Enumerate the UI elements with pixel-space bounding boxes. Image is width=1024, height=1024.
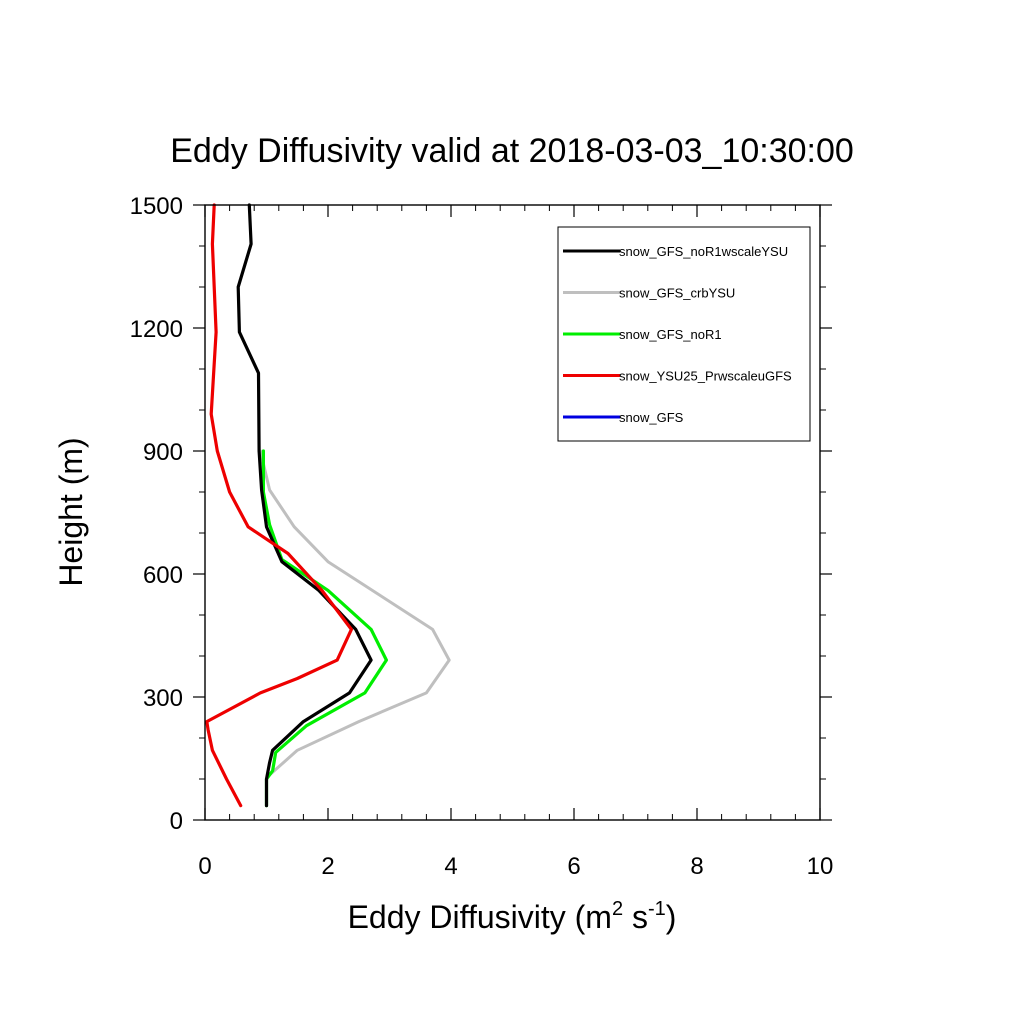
x-tick-label: 8 (690, 853, 703, 880)
chart-title: Eddy Diffusivity valid at 2018-03-03_10:… (170, 132, 854, 170)
x-tick-label: 2 (321, 853, 334, 880)
x-axis-label: Eddy Diffusivity (m2 s-1) (348, 898, 677, 935)
y-tick-label: 300 (143, 685, 183, 712)
x-axis-label-sup1: 2 (612, 898, 623, 920)
legend: snow_GFS_noR1wscaleYSU snow_GFS_crbYSUsno… (557, 226, 811, 442)
x-tick-label: 10 (807, 853, 834, 880)
series-line-snow_GFS_crbYSU (258, 449, 451, 781)
y-tick-label: 1500 (130, 193, 183, 220)
legend-label-snow_GFS_noR1wscaleYSU: snow_GFS_noR1wscaleYSU (619, 244, 788, 259)
legend-label-snow_YSU25_PrwscaleuGFS: snow_YSU25_PrwscaleuGFS (619, 369, 792, 384)
x-tick-label: 4 (444, 853, 457, 880)
series-line-snow_YSU25_PrwscaleuGFS (205, 203, 353, 808)
x-axis-label-mid: s (623, 899, 648, 935)
x-axis-label-end: ) (666, 899, 677, 935)
y-tick-label: 1200 (130, 316, 183, 343)
plot-frame (204, 204, 821, 821)
x-tick-label: 0 (198, 853, 211, 880)
y-tick-label: 900 (143, 439, 183, 466)
y-axis-label: Height (m) (53, 437, 89, 586)
x-axis-label-base: Eddy Diffusivity (m (348, 899, 612, 935)
series-layer (205, 203, 451, 808)
series-line-snow_GFS_noR1 (261, 449, 388, 808)
axes-layer: 0 2 4 6 8 10 0 300 600 900 1200 1500 (130, 193, 834, 880)
legend-label-snow_GFS_crbYSU: snow_GFS_crbYSU (619, 286, 735, 301)
legend-label-snow_GFS_noR1: snow_GFS_noR1 (619, 327, 722, 342)
series-line-snow_GFS_noR1wscaleYSU (236, 203, 373, 808)
legend-label-snow_GFS: snow_GFS (619, 410, 684, 425)
y-tick-label: 0 (170, 808, 183, 835)
y-tick-label: 600 (143, 562, 183, 589)
x-axis-label-sup2: -1 (648, 898, 666, 920)
x-tick-label: 6 (567, 853, 580, 880)
